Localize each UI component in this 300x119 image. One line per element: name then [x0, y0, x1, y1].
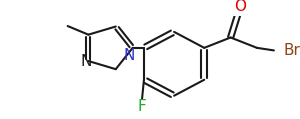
Text: O: O: [234, 0, 246, 14]
Text: Br: Br: [283, 43, 300, 58]
Text: F: F: [138, 99, 146, 114]
Text: N: N: [123, 48, 135, 63]
Text: N: N: [81, 54, 92, 69]
